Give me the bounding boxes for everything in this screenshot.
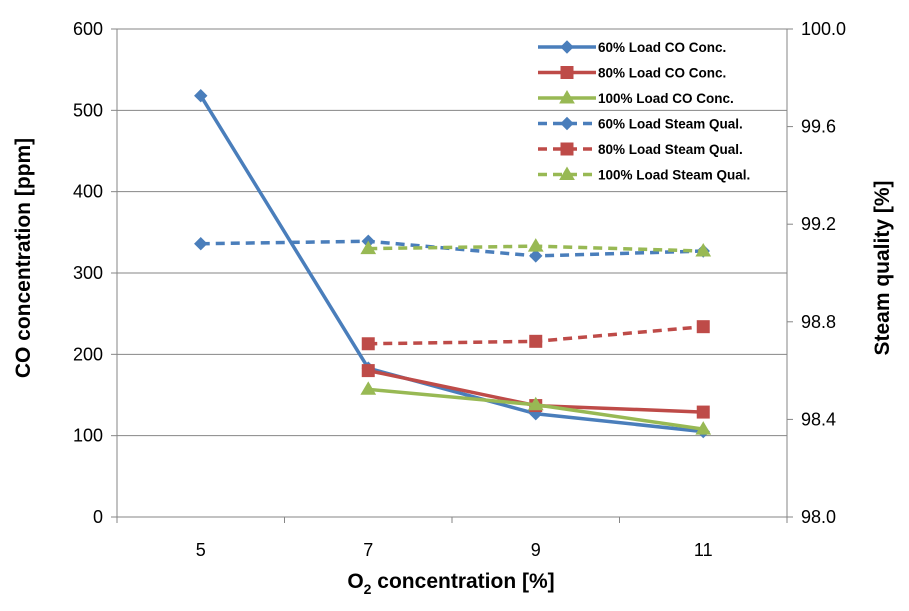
- y-right-tick-label: 100.0: [801, 19, 846, 39]
- data-point: [360, 240, 377, 255]
- data-point: [361, 364, 375, 378]
- series-100-load-steam-qual-: [360, 238, 712, 257]
- legend-marker: [560, 142, 574, 156]
- x-tick-label: 7: [363, 540, 373, 560]
- y-axis-left-title: CO concentration [ppm]: [12, 138, 35, 378]
- y-left-tick-label: 200: [73, 344, 103, 364]
- y-left-tick-label: 0: [93, 507, 103, 527]
- x-axis-title-rest: concentration [%]: [371, 570, 554, 593]
- y-right-tick-label: 98.8: [801, 312, 836, 332]
- data-point: [360, 381, 377, 395]
- y-right-tick-label: 98.4: [801, 409, 836, 429]
- series-100-load-co-conc-: [360, 381, 712, 435]
- data-point: [529, 334, 543, 348]
- y-right-tick-label: 99.2: [801, 214, 836, 234]
- legend-entry: 80% Load CO Conc.: [538, 66, 726, 81]
- data-point: [696, 320, 710, 334]
- data-point: [529, 249, 543, 263]
- y-left-tick-label: 300: [73, 263, 103, 283]
- y-left-tick-label: 600: [73, 19, 103, 39]
- legend-entry: 100% Load Steam Qual.: [538, 166, 750, 183]
- legend-label: 60% Load Steam Qual.: [598, 117, 743, 132]
- data-point: [527, 238, 544, 252]
- y-axis-right-title: Steam quality [%]: [871, 180, 894, 355]
- y-left-tick-label: 400: [73, 182, 103, 202]
- x-tick-label: 5: [196, 540, 206, 560]
- legend-entry: 60% Load CO Conc.: [538, 40, 726, 55]
- data-point: [695, 421, 712, 435]
- y-right-tick-label: 99.6: [801, 117, 836, 137]
- legend: 60% Load CO Conc. 80% Load CO Conc. 100% L…: [538, 40, 750, 183]
- legend-marker: [559, 90, 575, 104]
- x-axis-title-subscript: 2: [364, 581, 372, 597]
- x-tick-label: 11: [694, 540, 713, 560]
- legend-entry: 100% Load CO Conc.: [538, 90, 734, 106]
- data-point: [194, 237, 208, 251]
- y-left-tick-label: 100: [73, 426, 103, 446]
- x-axis-title-main: O: [347, 570, 363, 593]
- y-left-tick-label: 500: [73, 100, 103, 120]
- legend-label: 60% Load CO Conc.: [598, 40, 726, 55]
- data-point: [361, 337, 375, 351]
- series-layer: [194, 88, 712, 439]
- legend-marker: [560, 66, 574, 79]
- x-tick-label: 9: [531, 540, 541, 560]
- series-80-load-steam-qual-: [361, 320, 710, 351]
- series-line: [200, 239, 704, 258]
- legend-label: 80% Load Steam Qual.: [598, 142, 743, 157]
- tick-labels: 0 100 200 300 400 500 600 98.0 98.4 98.8 99.2 99.6 1…: [73, 19, 846, 560]
- data-point: [527, 396, 544, 411]
- gridlines: [117, 28, 787, 437]
- data-point: [695, 243, 712, 257]
- y-right-tick-label: 98.0: [801, 507, 836, 527]
- data-point: [194, 88, 208, 103]
- legend-label: 80% Load CO Conc.: [598, 66, 726, 81]
- legend-marker: [559, 166, 575, 180]
- data-point: [696, 405, 710, 419]
- x-axis-title: O2 concentration [%]: [347, 570, 554, 597]
- legend-entry: 60% Load Steam Qual.: [538, 117, 743, 132]
- legend-marker: [560, 116, 574, 131]
- legend-label: 100% Load CO Conc.: [598, 91, 734, 106]
- legend-entry: 80% Load Steam Qual.: [538, 142, 743, 157]
- series-line: [199, 93, 705, 434]
- series-60-load-steam-qual-: [194, 234, 710, 263]
- axes: [111, 28, 793, 523]
- legend-marker: [560, 40, 574, 54]
- legend-label: 100% Load Steam Qual.: [598, 168, 750, 183]
